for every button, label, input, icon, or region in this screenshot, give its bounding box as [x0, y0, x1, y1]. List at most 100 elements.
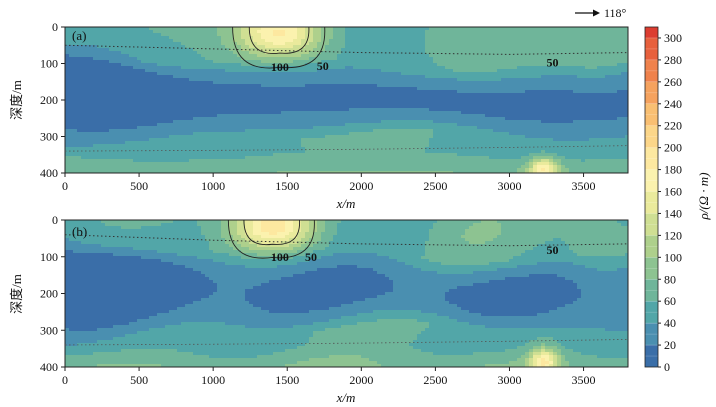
resistivity-cell	[509, 126, 514, 130]
resistivity-cell	[477, 66, 482, 70]
resistivity-cell	[141, 57, 146, 61]
resistivity-cell	[477, 63, 482, 67]
resistivity-cell	[121, 99, 126, 103]
resistivity-cell	[105, 78, 110, 82]
resistivity-cell	[253, 93, 258, 97]
resistivity-cell	[353, 30, 358, 34]
resistivity-cell	[273, 30, 278, 34]
resistivity-cell	[205, 132, 210, 136]
resistivity-cell	[305, 30, 310, 34]
resistivity-cell	[357, 69, 362, 73]
resistivity-cell	[309, 96, 314, 100]
resistivity-cell	[429, 54, 434, 58]
resistivity-cell	[125, 54, 130, 58]
resistivity-cell	[249, 87, 254, 91]
resistivity-cell	[249, 60, 254, 64]
resistivity-cell	[277, 69, 282, 73]
resistivity-cell	[357, 108, 362, 112]
resistivity-cell	[525, 117, 530, 121]
resistivity-cell	[281, 78, 286, 82]
resistivity-cell	[157, 45, 162, 49]
resistivity-cell	[517, 126, 522, 130]
resistivity-cell	[217, 93, 222, 97]
resistivity-cell	[581, 75, 586, 79]
resistivity-cell	[465, 54, 470, 58]
resistivity-cell	[557, 63, 562, 67]
resistivity-cell	[333, 63, 338, 67]
resistivity-cell	[617, 84, 622, 88]
resistivity-cell	[249, 132, 254, 136]
resistivity-cell	[497, 84, 502, 88]
resistivity-cell	[225, 60, 230, 64]
resistivity-cell	[425, 36, 430, 40]
resistivity-cell	[397, 57, 402, 61]
resistivity-cell	[481, 75, 486, 79]
resistivity-cell	[353, 75, 358, 79]
resistivity-cell	[533, 99, 538, 103]
resistivity-cell	[577, 117, 582, 121]
resistivity-cell	[81, 120, 86, 124]
resistivity-cell	[157, 120, 162, 124]
resistivity-cell	[73, 54, 78, 58]
resistivity-cell	[349, 81, 354, 85]
resistivity-cell	[497, 60, 502, 64]
resistivity-cell	[405, 63, 410, 67]
resistivity-cell	[73, 27, 78, 31]
resistivity-cell	[597, 84, 602, 88]
resistivity-cell	[561, 99, 566, 103]
resistivity-cell	[293, 45, 298, 49]
resistivity-cell	[377, 129, 382, 133]
resistivity-cell	[117, 69, 122, 73]
resistivity-cell	[293, 36, 298, 40]
resistivity-cell	[569, 99, 574, 103]
resistivity-cell	[445, 42, 450, 46]
resistivity-cell	[197, 105, 202, 109]
resistivity-cell	[221, 45, 226, 49]
resistivity-cell	[237, 111, 242, 115]
resistivity-cell	[345, 114, 350, 118]
resistivity-cell	[257, 120, 262, 124]
resistivity-cell	[317, 117, 322, 121]
resistivity-cell	[249, 66, 254, 70]
resistivity-cell	[213, 63, 218, 67]
resistivity-cell	[489, 39, 494, 43]
resistivity-cell	[309, 105, 314, 109]
resistivity-cell	[585, 81, 590, 85]
resistivity-cell	[289, 33, 294, 37]
resistivity-cell	[505, 108, 510, 112]
resistivity-cell	[141, 54, 146, 58]
resistivity-cell	[477, 30, 482, 34]
resistivity-cell	[337, 123, 342, 127]
resistivity-cell	[241, 27, 246, 31]
resistivity-cell	[173, 93, 178, 97]
resistivity-cell	[617, 120, 622, 124]
resistivity-cell	[501, 39, 506, 43]
resistivity-cell	[397, 42, 402, 46]
resistivity-cell	[349, 54, 354, 58]
resistivity-cell	[585, 99, 590, 103]
resistivity-cell	[329, 72, 334, 76]
resistivity-cell	[161, 111, 166, 115]
resistivity-cell	[453, 48, 458, 52]
resistivity-cell	[93, 123, 98, 127]
resistivity-cell	[321, 102, 326, 106]
resistivity-cell	[449, 129, 454, 133]
resistivity-cell	[357, 114, 362, 118]
resistivity-cell	[169, 93, 174, 97]
resistivity-cell	[441, 108, 446, 112]
resistivity-cell	[621, 99, 626, 103]
resistivity-cell	[477, 51, 482, 55]
resistivity-cell	[161, 72, 166, 76]
resistivity-cell	[245, 87, 250, 91]
resistivity-cell	[553, 99, 558, 103]
resistivity-cell	[333, 81, 338, 85]
resistivity-cell	[341, 120, 346, 124]
resistivity-cell	[181, 108, 186, 112]
resistivity-cell	[421, 102, 426, 106]
resistivity-cell	[113, 30, 118, 34]
resistivity-cell	[337, 90, 342, 94]
resistivity-cell	[269, 27, 274, 31]
resistivity-cell	[233, 36, 238, 40]
resistivity-cell	[405, 102, 410, 106]
resistivity-cell	[165, 69, 170, 73]
